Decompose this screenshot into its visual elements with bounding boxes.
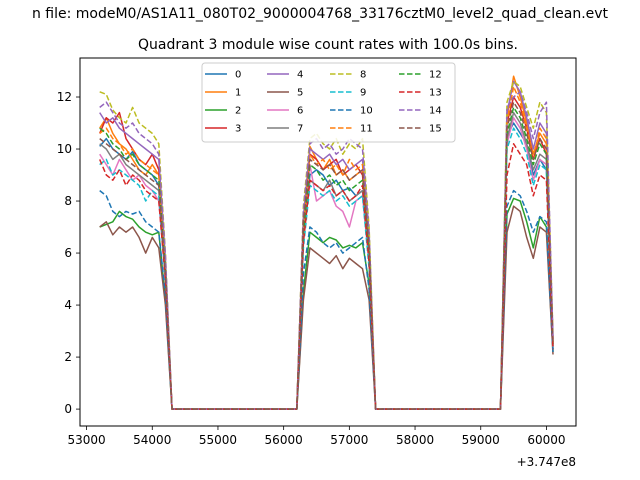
x-tick-label: 53000 — [67, 433, 105, 447]
legend-label-2: 2 — [235, 106, 241, 117]
series-line-8 — [99, 80, 554, 410]
y-tick-label: 8 — [64, 194, 72, 208]
series-line-5 — [99, 205, 554, 410]
x-tick-label: 54000 — [133, 433, 171, 447]
y-tick-label: 2 — [64, 350, 72, 364]
plot-lines — [99, 75, 554, 410]
x-tick-label: 60000 — [527, 433, 565, 447]
legend-box — [201, 62, 456, 143]
x-tick-label: 56000 — [265, 433, 303, 447]
y-tick-label: 10 — [57, 142, 72, 156]
series-line-12 — [99, 106, 554, 410]
legend-label-11: 11 — [360, 124, 373, 135]
legend-label-15: 15 — [429, 124, 442, 135]
legend-label-8: 8 — [360, 70, 366, 81]
legend-label-12: 12 — [429, 70, 442, 81]
legend-label-5: 5 — [297, 88, 303, 99]
y-tick-label: 6 — [64, 246, 72, 260]
series-line-3 — [99, 96, 554, 410]
legend-label-3: 3 — [235, 124, 241, 135]
series-line-4 — [99, 80, 554, 410]
y-tick-label: 12 — [57, 90, 72, 104]
series-line-2 — [99, 197, 554, 410]
x-offset-label: +3.747e8 — [517, 455, 576, 469]
series-line-6 — [99, 117, 554, 410]
series-line-15 — [99, 101, 554, 410]
series-line-13 — [99, 143, 554, 410]
x-tick-label: 57000 — [330, 433, 368, 447]
series-line-11 — [99, 85, 554, 410]
series-line-14 — [99, 91, 554, 410]
y-axis-ticks: 0 2 4 6 8 10 12 — [57, 90, 80, 416]
legend-label-13: 13 — [429, 88, 442, 99]
series-line-10 — [99, 189, 554, 410]
x-tick-label: 58000 — [396, 433, 434, 447]
plot-frame — [79, 57, 577, 427]
legend-label-0: 0 — [235, 70, 241, 81]
x-tick-label: 55000 — [199, 433, 237, 447]
legend-label-1: 1 — [235, 88, 241, 99]
chart-title: Quadrant 3 module wise count rates with … — [138, 37, 518, 53]
y-tick-label: 4 — [64, 298, 72, 312]
y-tick-label: 0 — [64, 402, 72, 416]
legend-label-9: 9 — [360, 88, 366, 99]
legend-label-14: 14 — [429, 106, 442, 117]
series-line-0 — [99, 122, 554, 410]
legend-label-4: 4 — [297, 70, 303, 81]
series-line-7 — [99, 111, 554, 410]
legend-label-7: 7 — [297, 124, 303, 135]
figure-title: n file: modeM0/AS1A11_080T02_9000004768_… — [31, 6, 609, 22]
x-tick-label: 59000 — [462, 433, 500, 447]
legend-label-6: 6 — [297, 106, 303, 117]
x-axis-ticks: 53000 54000 55000 56000 57000 58000 59000 60000 — [67, 426, 566, 447]
series-line-9 — [99, 127, 554, 410]
legend-label-10: 10 — [360, 106, 373, 117]
